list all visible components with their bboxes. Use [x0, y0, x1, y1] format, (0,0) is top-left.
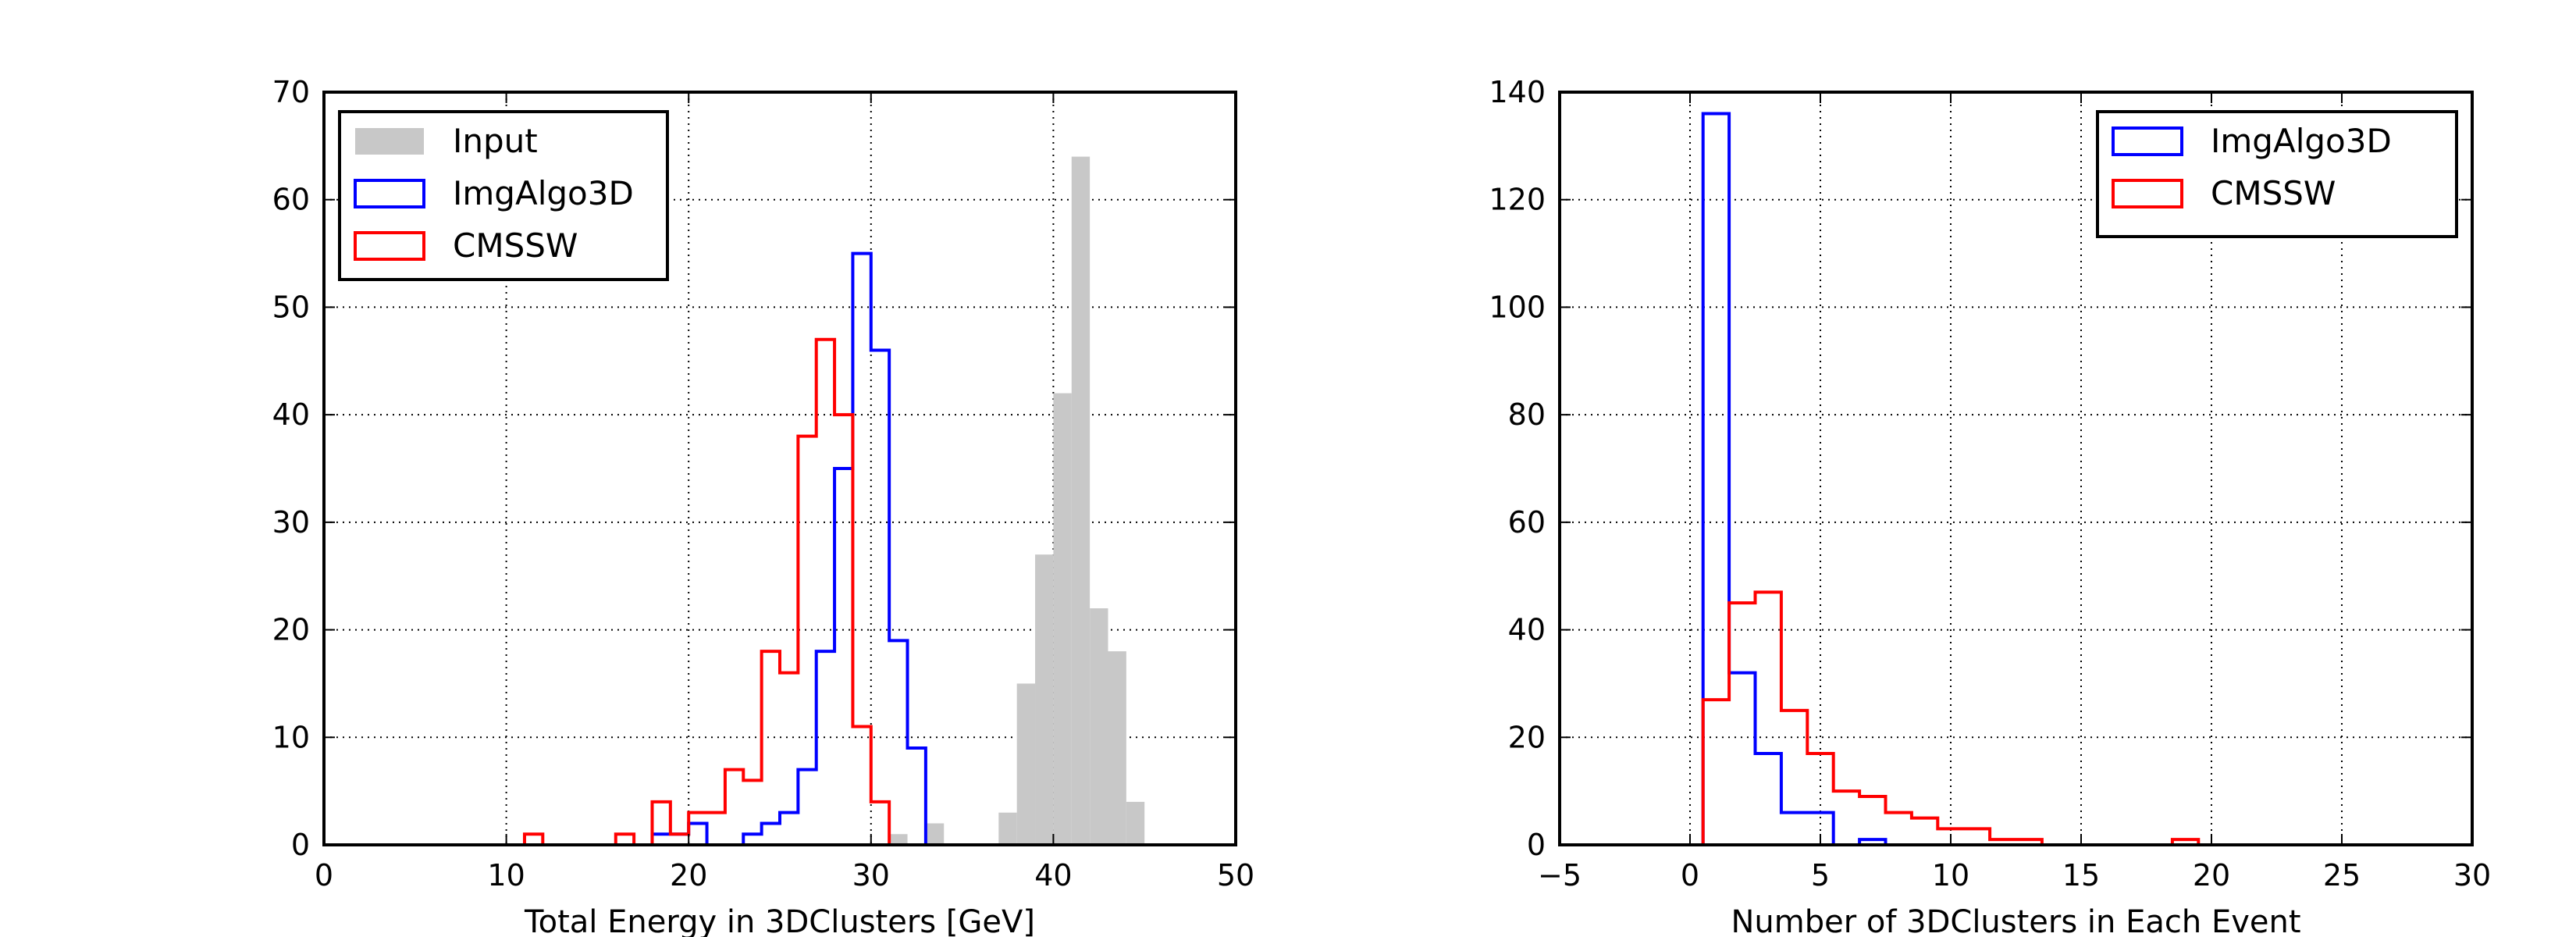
histogram-bar — [1126, 801, 1145, 845]
y-tick-label: 0 — [291, 828, 310, 862]
left-panel: 0 10 20 30 40 50 0 10 20 30 40 50 60 70 Total Energy i… — [272, 75, 1255, 937]
histogram-bar — [1016, 683, 1036, 845]
y-tick-label: 100 — [1489, 290, 1546, 324]
legend-label: CMSSW — [453, 226, 578, 265]
x-tick-label: 25 — [2323, 858, 2361, 892]
legend-box — [338, 110, 669, 281]
legend-label: ImgAlgo3D — [453, 174, 634, 212]
legend-label: CMSSW — [2211, 174, 2336, 212]
histogram-bar — [1035, 554, 1054, 845]
legend-swatch — [355, 128, 424, 155]
x-axis-label: Number of 3DClusters in Each Event — [1731, 904, 2300, 937]
x-tick-label: 20 — [2193, 858, 2230, 892]
y-tick-label: 10 — [272, 720, 310, 754]
legend-swatch — [2112, 179, 2183, 208]
x-tick-label: 10 — [1932, 858, 1969, 892]
histogram-bar — [998, 812, 1017, 845]
x-tick-label: 50 — [1217, 858, 1254, 892]
y-tick-label: 80 — [1508, 397, 1546, 432]
y-tick-label: 30 — [272, 505, 310, 540]
y-tick-label: 50 — [272, 290, 310, 324]
y-tick-label: 60 — [272, 183, 310, 217]
x-tick-label: 0 — [1681, 858, 1699, 892]
y-tick-label: 60 — [1508, 505, 1546, 540]
x-tick-label: 5 — [1811, 858, 1830, 892]
histogram-bar — [1053, 393, 1072, 846]
histogram-bar — [1071, 156, 1091, 846]
x-tick-label: −5 — [1538, 858, 1582, 892]
legend-swatch — [354, 231, 425, 261]
histogram-bar — [889, 834, 908, 845]
x-tick-label: 0 — [315, 858, 333, 892]
series-line-imgalgo3d — [1701, 112, 1888, 846]
y-tick-label: 20 — [1508, 720, 1546, 754]
plot-frame — [1558, 91, 2474, 846]
legend-label: Input — [453, 122, 538, 160]
y-tick-label: 70 — [272, 75, 310, 109]
x-tick-label: 15 — [2062, 858, 2100, 892]
x-tick-label: 30 — [2453, 858, 2491, 892]
histogram-bar — [925, 823, 945, 845]
x-tick-label: 30 — [852, 858, 890, 892]
y-tick-label: 120 — [1489, 183, 1546, 217]
histogram-bar — [1108, 651, 1126, 845]
plot-frame — [322, 91, 1237, 846]
y-tick-label: 40 — [272, 397, 310, 432]
y-tick-label: 40 — [1508, 613, 1546, 647]
y-tick-label: 0 — [1527, 828, 1546, 862]
x-axis-label: Total Energy in 3DClusters [GeV] — [524, 904, 1035, 937]
x-tick-label: 20 — [670, 858, 707, 892]
legend-box — [2096, 110, 2458, 238]
y-tick-label: 140 — [1489, 75, 1546, 109]
legend-swatch — [2112, 126, 2183, 156]
legend-swatch — [354, 179, 425, 208]
x-tick-label: 10 — [487, 858, 525, 892]
y-tick-label: 20 — [272, 613, 310, 647]
legend-label: ImgAlgo3D — [2211, 122, 2392, 160]
series-line-imgalgo3d — [650, 251, 927, 846]
histogram-bar — [1090, 608, 1108, 845]
x-tick-label: 40 — [1034, 858, 1072, 892]
